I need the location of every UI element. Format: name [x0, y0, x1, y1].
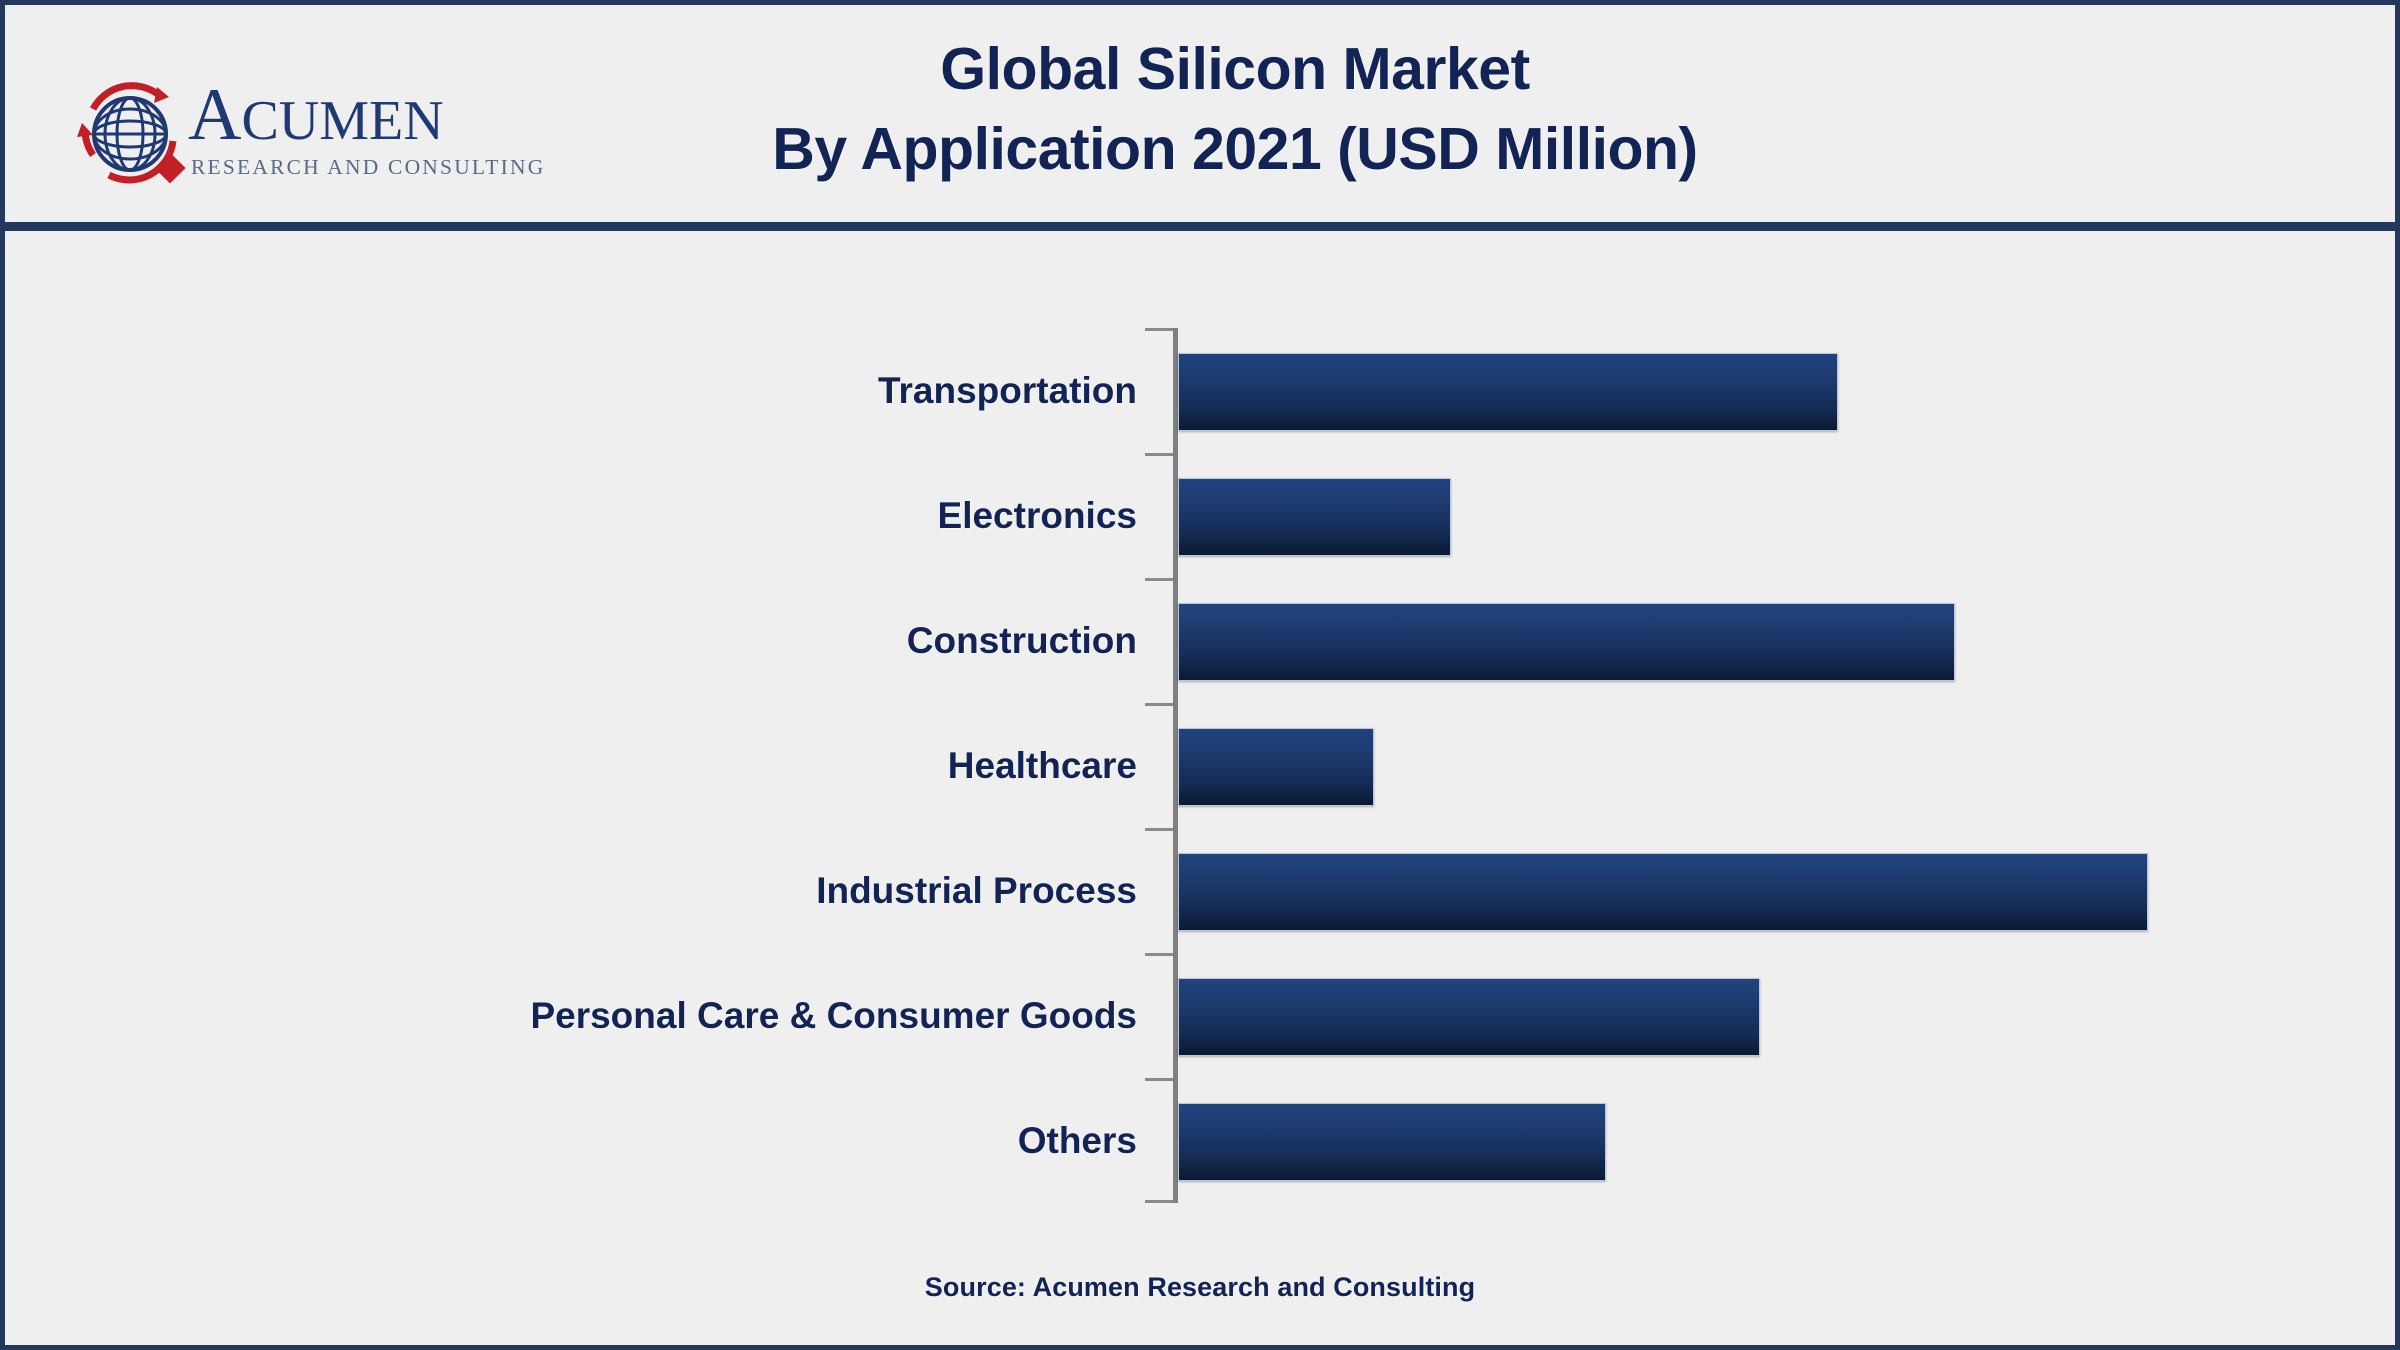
globe-logo-icon: [77, 82, 186, 184]
header-bar: ACUMEN RESEARCH AND CONSULTING Global Si…: [5, 5, 2395, 231]
company-logo: ACUMEN RESEARCH AND CONSULTING: [73, 77, 543, 193]
axis-tick: [1145, 328, 1173, 331]
bar[interactable]: [1178, 728, 1374, 806]
source-note: Source: Acumen Research and Consulting: [924, 1272, 1476, 1302]
logo-initial: A: [188, 74, 242, 156]
axis-tick: [1145, 578, 1173, 581]
axis-tick: [1145, 453, 1173, 456]
category-label: Personal Care & Consumer Goods: [530, 995, 1137, 1036]
logo-rest: CUMEN: [241, 90, 444, 152]
title-line-2: By Application 2021 (USD Million): [772, 116, 1698, 182]
bar[interactable]: [1178, 1103, 1607, 1181]
page-title: Global Silicon Market By Application 202…: [645, 29, 1825, 189]
bar[interactable]: [1178, 478, 1451, 556]
axis-tick: [1145, 828, 1173, 831]
axis-tick: [1145, 953, 1173, 956]
category-label: Construction: [906, 620, 1137, 661]
category-label: Industrial Process: [816, 870, 1137, 911]
axis-tick: [1145, 1078, 1173, 1081]
category-label: Electronics: [937, 495, 1137, 536]
axis-tick: [1145, 1200, 1173, 1203]
logo-tagline: RESEARCH AND CONSULTING: [191, 155, 546, 179]
category-label: Others: [1017, 1120, 1137, 1161]
category-label: Transportation: [877, 370, 1137, 411]
category-label: Healthcare: [947, 745, 1137, 786]
title-line-1: Global Silicon Market: [940, 36, 1530, 102]
category-axis-labels: Transportation Electronics Construction Hea…: [5, 328, 1155, 1203]
logo-wordmark: ACUMEN RESEARCH AND CONSULTING: [188, 77, 545, 180]
bar[interactable]: [1178, 853, 2149, 931]
category-axis-line: [1173, 328, 1178, 1203]
logo-acumen-text: ACUMEN: [188, 77, 545, 159]
bar-chart: Transportation Electronics Construction Hea…: [5, 222, 2395, 1350]
bar[interactable]: [1178, 603, 1955, 681]
bar[interactable]: [1178, 978, 1760, 1056]
axis-tick: [1145, 703, 1173, 706]
plot-area: [1145, 328, 2173, 1203]
bar[interactable]: [1178, 353, 1838, 431]
